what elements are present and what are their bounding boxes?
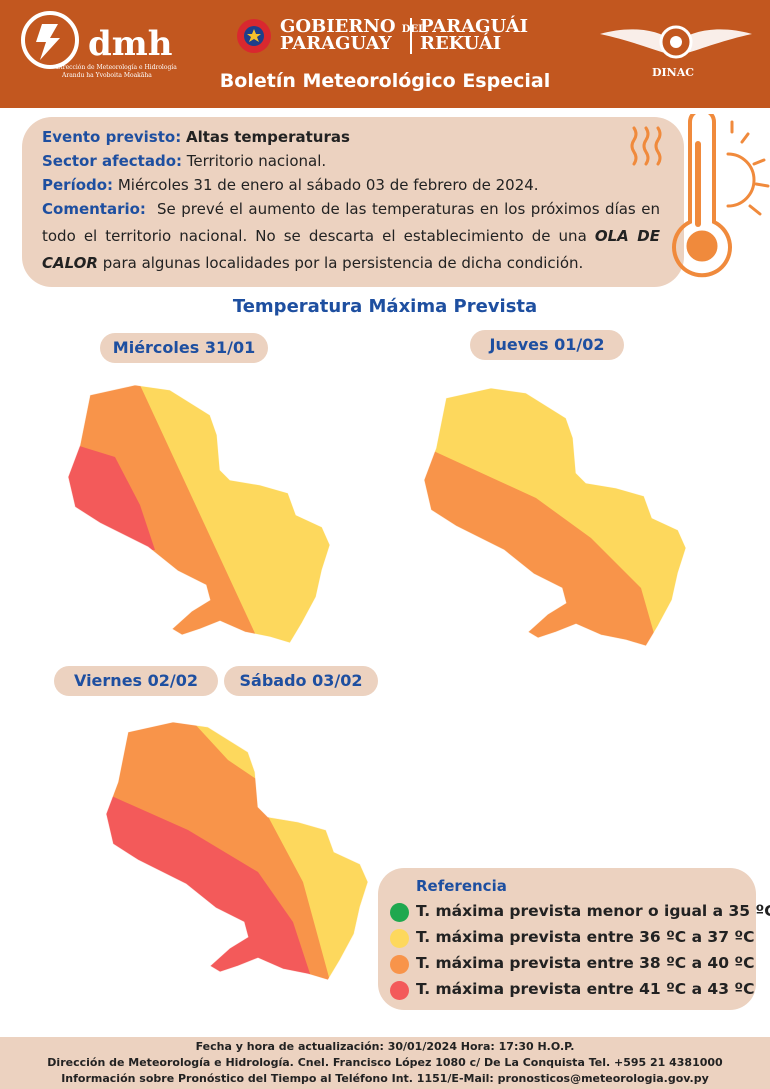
- gov-name: GOBIERNO DEL: [280, 18, 425, 39]
- dinac-emblem: [600, 25, 752, 59]
- info-box: [22, 117, 684, 287]
- agency-name: DINAC: [652, 66, 695, 79]
- logo-text: dmh: [88, 24, 173, 64]
- day-label: Jueves 01/02: [470, 330, 624, 360]
- gov-word: PARAGUAY: [280, 33, 392, 54]
- legend-label: T. máxima prevista entre 38 ºC a 40 ºC: [416, 954, 755, 972]
- map: [423, 387, 687, 647]
- divider: [410, 18, 412, 54]
- dmh-icon: [21, 11, 79, 69]
- legend-swatch: [390, 955, 409, 974]
- info-label: Período:: [42, 176, 114, 194]
- gov-word: GOBIERNO: [280, 16, 396, 37]
- comment-text: Se prevé el aumento de las temperaturas …: [42, 200, 660, 245]
- thermometer-icon: [630, 114, 770, 278]
- day-label: Miércoles 31/01: [100, 333, 268, 363]
- info-label: Comentario:: [42, 200, 146, 218]
- info-value: Altas temperaturas: [186, 128, 350, 146]
- info-value: Territorio nacional.: [186, 152, 327, 170]
- legend-swatch: [390, 929, 409, 948]
- maps: [67, 384, 687, 981]
- info-line: Evento previsto: Altas temperaturas: [42, 128, 350, 146]
- footer-line: Fecha y hora de actualización: 30/01/202…: [195, 1040, 575, 1053]
- info-label: Evento previsto:: [42, 128, 182, 146]
- map: [67, 384, 331, 644]
- gov-word: DEL: [401, 24, 426, 35]
- bulletin-title: Boletín Meteorológico Especial: [219, 70, 551, 92]
- legend-label: T. máxima prevista entre 41 ºC a 43 ºC: [416, 980, 755, 998]
- footer: Fecha y hora de actualización: 30/01/202…: [0, 1037, 770, 1089]
- legend-item: T. máxima prevista entre 36 ºC a 37 ºC: [390, 928, 755, 948]
- comment-emphasis: OLA DE CALOR: [42, 227, 660, 272]
- gov-word: PARAGUÁI: [420, 16, 529, 37]
- legend-label: T. máxima prevista entre 36 ºC a 37 ºC: [416, 928, 755, 946]
- logo-subtitle: Dirección de Meteorología e Hidrología: [56, 64, 177, 71]
- gov-word: REKUÁI: [420, 33, 502, 54]
- gov-name: PARAGUAY: [280, 35, 392, 53]
- comment: Comentario: Se prevé el aumento de las t…: [42, 196, 660, 277]
- legend: Referencia T. máxima prevista menor o ig…: [378, 868, 770, 1010]
- legend-swatch: [390, 981, 409, 1000]
- footer-line: Dirección de Meteorología e Hidrología. …: [47, 1056, 723, 1069]
- legend-label: T. máxima prevista menor o igual a 35 ºC: [416, 902, 770, 920]
- info-line: Sector afectado: Territorio nacional.: [42, 152, 326, 170]
- gov-guarani: REKUÁI: [420, 35, 501, 53]
- legend-item: T. máxima prevista entre 41 ºC a 43 ºC: [390, 980, 755, 1000]
- gov-emblem: [237, 19, 271, 53]
- footer-line: Información sobre Pronóstico del Tiempo …: [61, 1072, 709, 1085]
- day-label: Sábado 03/02: [224, 666, 378, 696]
- legend-item: T. máxima prevista entre 38 ºC a 40 ºC: [390, 954, 755, 974]
- logo-subtitle: Arandu ha Yvoboita Moakãha: [62, 72, 152, 79]
- gov-guarani: PARAGUÁI: [420, 18, 528, 36]
- legend-swatch: [390, 903, 409, 922]
- map: [105, 721, 369, 981]
- comment-text: para algunas localidades por la persiste…: [102, 254, 584, 272]
- day-label: Viernes 02/02: [54, 666, 218, 696]
- section-title: Temperatura Máxima Prevista: [232, 296, 538, 317]
- legend-title: Referencia: [416, 877, 507, 895]
- info-line: Período: Miércoles 31 de enero al sábado…: [42, 176, 539, 194]
- legend-item: T. máxima prevista menor o igual a 35 ºC: [390, 902, 770, 922]
- info-label: Sector afectado:: [42, 152, 183, 170]
- header-bar: [0, 0, 770, 108]
- info-value: Miércoles 31 de enero al sábado 03 de fe…: [117, 176, 539, 194]
